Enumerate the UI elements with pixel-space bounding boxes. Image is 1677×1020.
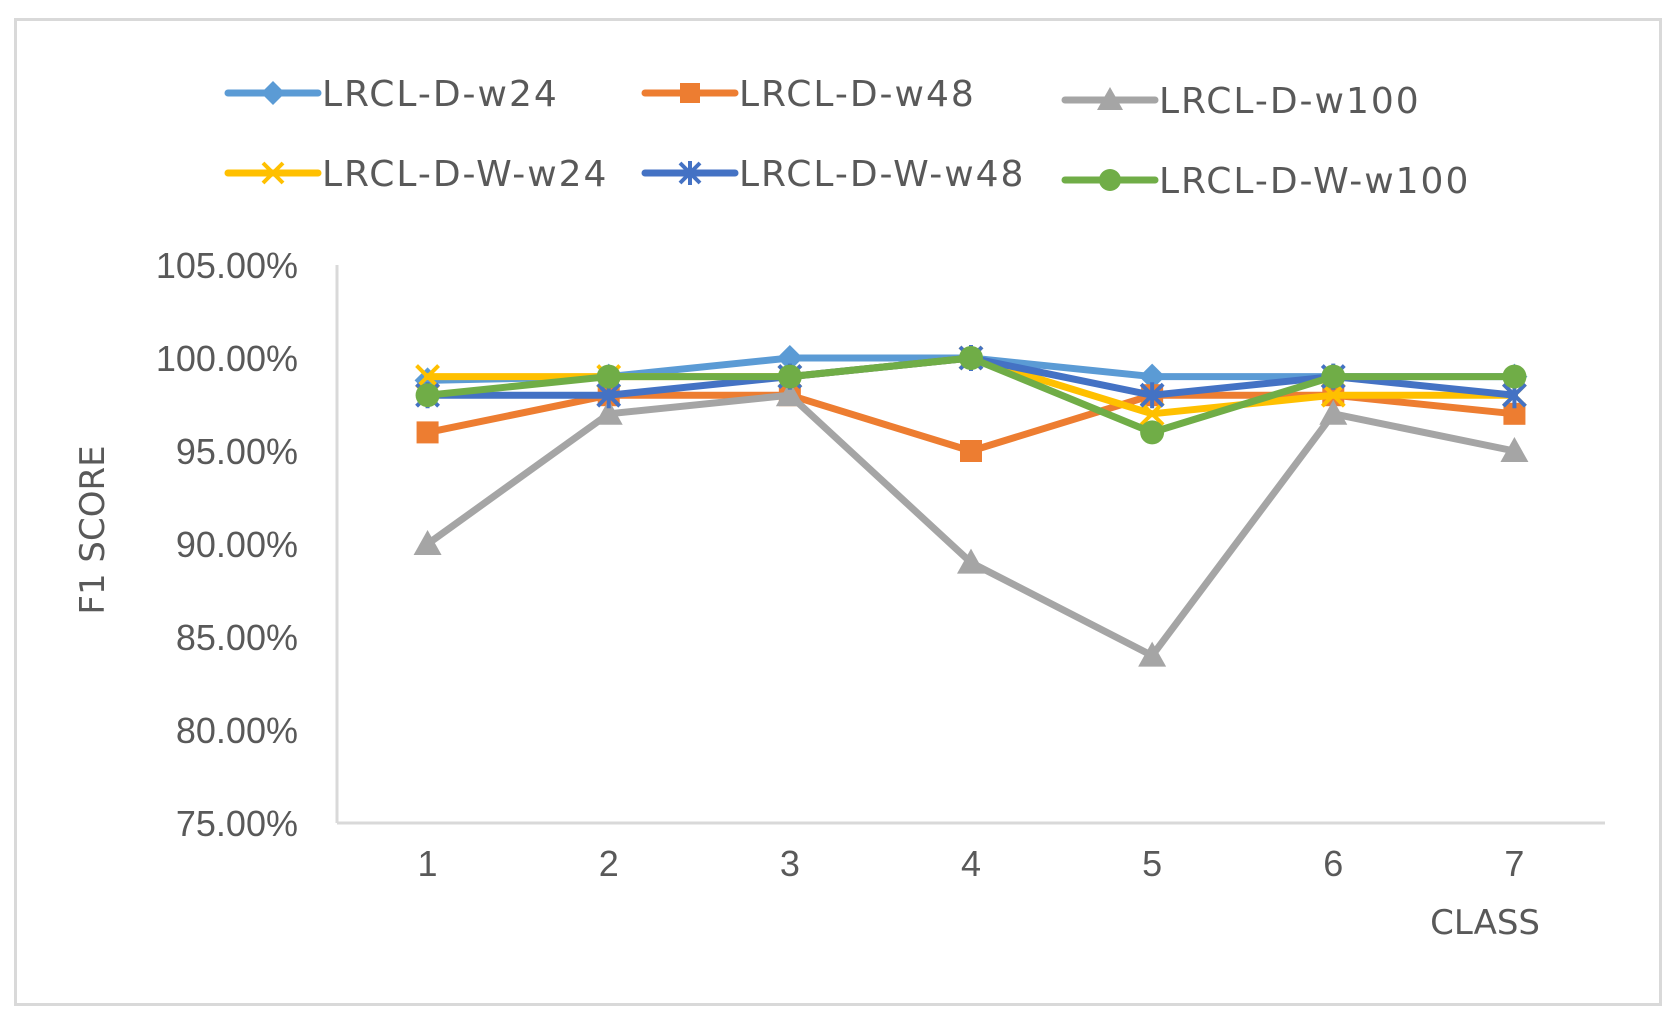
data-point-marker [416, 421, 439, 444]
data-point-marker [1502, 364, 1527, 389]
y-tick-label: 95.00% [176, 431, 298, 472]
y-tick-label: 80.00% [176, 710, 298, 751]
legend-swatch-marker [261, 81, 285, 105]
data-point-marker [596, 364, 621, 389]
data-point-marker [777, 364, 802, 389]
y-tick-label: 105.00% [156, 245, 298, 286]
data-point-marker [415, 364, 440, 390]
legend-label: LRCL-D-W-w48 [739, 154, 1025, 195]
data-point-marker [1320, 382, 1346, 408]
data-point-marker [959, 346, 983, 370]
data-point-marker [957, 548, 985, 574]
series-line [424, 391, 1518, 660]
data-point-marker [413, 530, 442, 555]
y-tick-label: 75.00% [176, 803, 298, 844]
legend-swatch-marker [678, 161, 702, 185]
data-point-marker [1140, 420, 1165, 445]
legend-label: LRCL-D-W-w24 [322, 154, 608, 195]
data-point-marker [1139, 401, 1165, 427]
data-point-marker [775, 381, 804, 407]
x-tick-label: 3 [780, 843, 800, 884]
data-point-marker [1319, 399, 1348, 425]
legend-label: LRCL-D-w24 [322, 74, 559, 115]
data-point-marker [960, 440, 982, 462]
x-axis-title: CLASS [1430, 903, 1540, 943]
chart-frame [14, 18, 1662, 1006]
x-tick-label: 4 [961, 843, 981, 884]
y-tick-label: 100.00% [156, 338, 298, 379]
x-tick-label: 6 [1323, 843, 1343, 884]
data-point-marker [1503, 402, 1526, 425]
legend-swatch-marker [1099, 169, 1121, 191]
x-tick-label: 1 [418, 843, 438, 884]
data-point-marker [415, 383, 440, 408]
legend-swatch-marker [261, 161, 285, 185]
data-point-marker [1500, 437, 1529, 462]
y-tick-label: 85.00% [176, 617, 298, 658]
data-point-marker [1321, 364, 1346, 389]
legend-swatch-marker [1097, 87, 1123, 110]
y-axis-title: F1 SCORE [73, 445, 113, 614]
legend-label: LRCL-D-w100 [1159, 81, 1421, 122]
data-point-marker [1139, 382, 1165, 409]
x-tick-label: 7 [1504, 843, 1524, 884]
legend-label: LRCL-D-w48 [739, 74, 976, 115]
data-point-marker [594, 399, 623, 425]
x-tick-label: 5 [1142, 843, 1162, 884]
data-point-marker [776, 345, 803, 371]
data-point-marker [1139, 363, 1166, 390]
data-point-marker [1138, 641, 1167, 667]
legend-swatch-marker [680, 83, 700, 103]
y-tick-label: 90.00% [176, 524, 298, 565]
x-tick-label: 2 [599, 843, 619, 884]
legend-label: LRCL-D-W-w100 [1159, 161, 1470, 202]
